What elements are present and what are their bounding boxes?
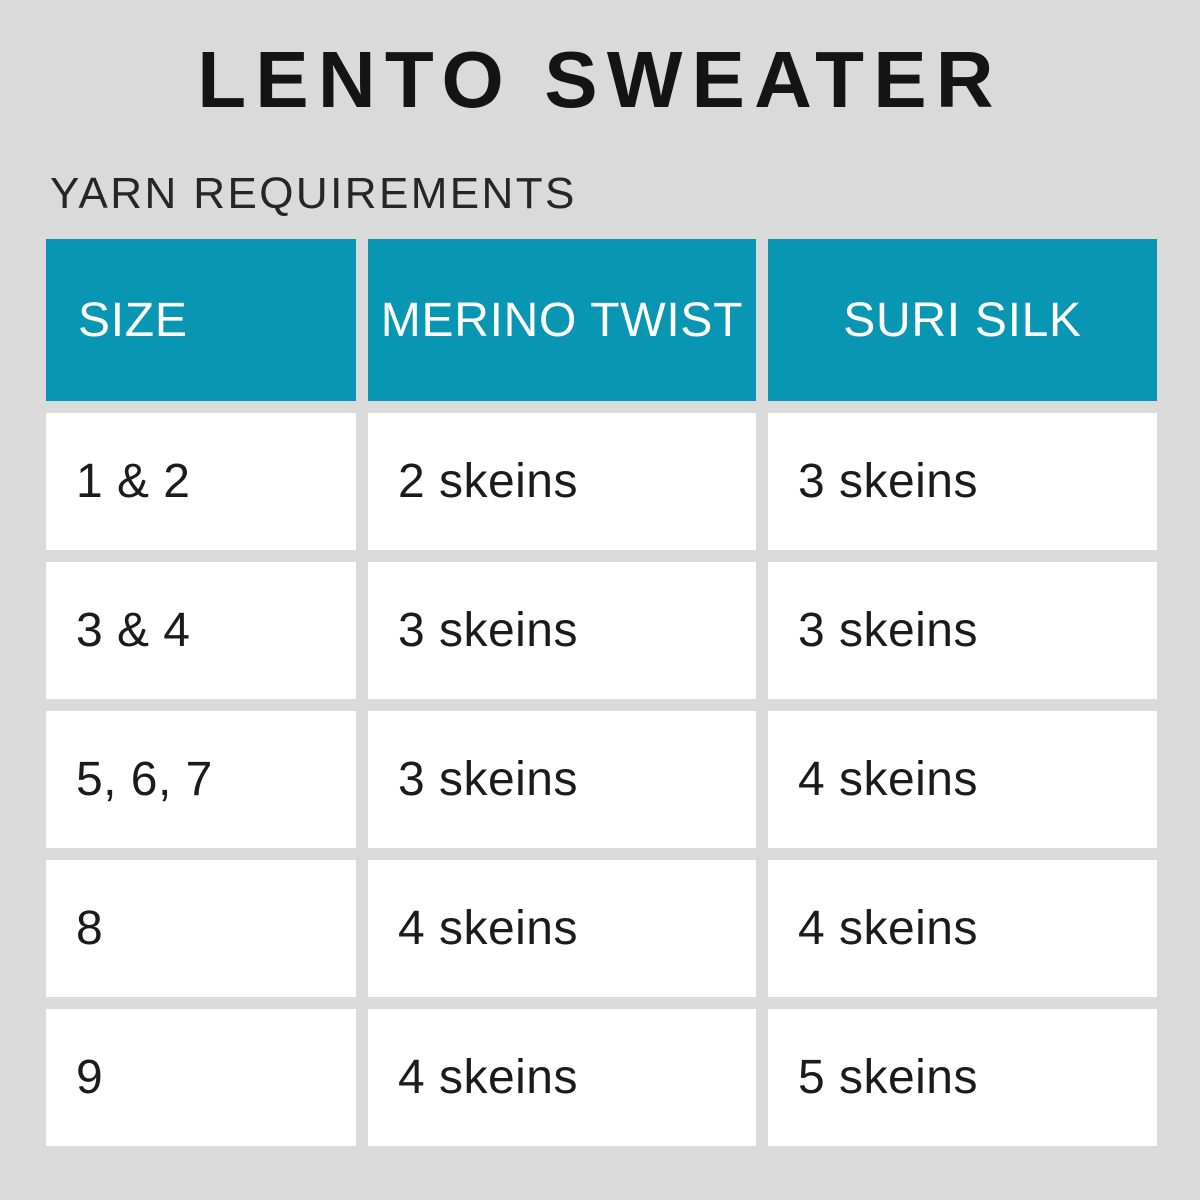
size-cell: 5, 6, 7 [46, 711, 356, 848]
yarn-requirements-table: SIZE MERINO TWIST SURI SILK 1 & 2 2 skei… [46, 239, 1157, 1146]
section-label-yarn-requirements: YARN REQUIREMENTS [50, 169, 577, 218]
merino-twist-cell: 4 skeins [368, 860, 756, 997]
column-header-merino-twist: MERINO TWIST [368, 239, 756, 401]
suri-silk-cell: 3 skeins [768, 413, 1157, 550]
size-cell: 8 [46, 860, 356, 997]
merino-twist-cell: 4 skeins [368, 1009, 756, 1146]
column-header-size: SIZE [46, 239, 356, 401]
size-cell: 1 & 2 [46, 413, 356, 550]
column-header-suri-silk: SURI SILK [768, 239, 1157, 401]
merino-twist-cell: 3 skeins [368, 711, 756, 848]
suri-silk-cell: 5 skeins [768, 1009, 1157, 1146]
merino-twist-cell: 2 skeins [368, 413, 756, 550]
suri-silk-cell: 4 skeins [768, 860, 1157, 997]
size-cell: 3 & 4 [46, 562, 356, 699]
page-title: LENTO SWEATER [197, 35, 1003, 124]
suri-silk-cell: 4 skeins [768, 711, 1157, 848]
suri-silk-cell: 3 skeins [768, 562, 1157, 699]
merino-twist-cell: 3 skeins [368, 562, 756, 699]
size-cell: 9 [46, 1009, 356, 1146]
